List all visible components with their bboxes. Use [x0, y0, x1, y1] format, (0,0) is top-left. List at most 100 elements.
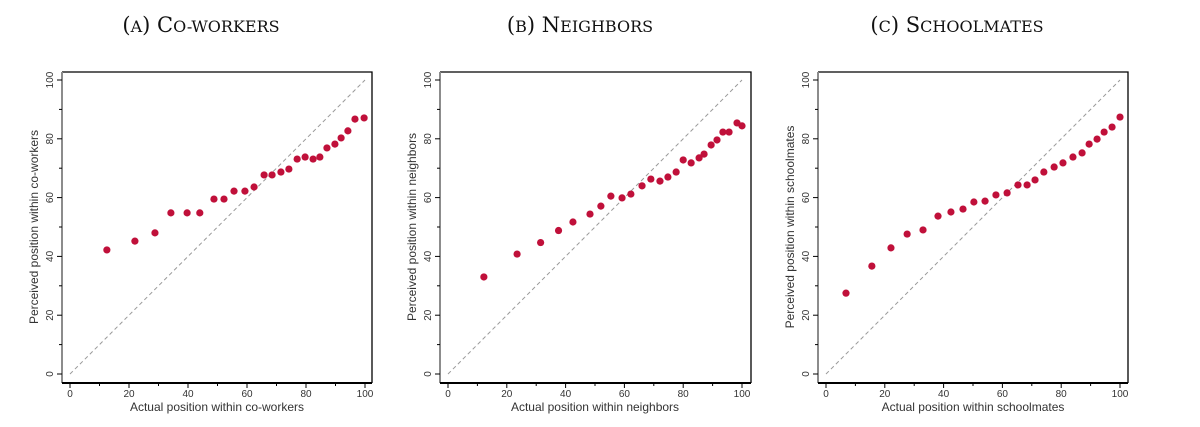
data-point	[981, 197, 989, 205]
panel-c-y-axis-label: Perceived position within schoolmates	[783, 126, 797, 329]
data-point	[903, 230, 911, 238]
data-point	[277, 168, 285, 176]
data-point	[323, 144, 331, 152]
data-point	[738, 122, 746, 130]
data-point	[183, 209, 191, 217]
data-point	[344, 127, 352, 135]
data-point	[687, 159, 695, 167]
data-point	[1078, 149, 1086, 157]
data-point	[285, 165, 293, 173]
diagonal-reference-line	[69, 79, 366, 375]
x-tick-label: 40	[182, 389, 194, 400]
data-point	[337, 134, 345, 142]
x-tick-label: 100	[357, 389, 374, 400]
panel-c-title: (C) SCHOOLMATES	[870, 13, 1043, 37]
data-point	[887, 244, 895, 252]
panel-b-y-axis-label: Perceived position within neighbors	[405, 133, 419, 321]
x-tick-label: 40	[938, 389, 950, 400]
data-point	[131, 237, 139, 245]
data-point	[230, 187, 238, 195]
data-point	[293, 155, 301, 163]
data-point	[250, 183, 258, 191]
data-point	[196, 209, 204, 217]
panel-b-label: (B)	[507, 13, 535, 37]
x-tick-label: 60	[241, 389, 253, 400]
data-point	[1100, 128, 1108, 136]
data-point	[316, 153, 324, 161]
panel-b: (B) NEIGHBORS 0 20 40 60 80 100 0 20 40 60 80 100 A…	[405, 13, 752, 414]
data-point	[672, 168, 680, 176]
x-tick-label: 80	[678, 389, 690, 400]
data-point	[151, 229, 159, 237]
data-point	[1069, 153, 1077, 161]
data-point	[1093, 135, 1101, 143]
y-tick-label: 20	[45, 309, 56, 321]
y-tick-label: 80	[801, 133, 812, 145]
data-point	[554, 226, 563, 235]
x-tick-label: 20	[123, 389, 135, 400]
data-point	[241, 187, 249, 195]
data-point	[947, 208, 955, 216]
x-tick-label: 60	[997, 389, 1009, 400]
x-tick-label: 0	[67, 389, 73, 400]
y-tick-label: 40	[801, 250, 812, 262]
data-point	[220, 195, 228, 203]
data-point	[695, 154, 703, 162]
y-tick-label: 60	[801, 192, 812, 204]
y-tick-label: 0	[801, 371, 812, 377]
panel-c-title-text: SCHOOLMATES	[906, 13, 1044, 37]
data-point	[679, 156, 687, 164]
data-point	[1050, 163, 1058, 171]
data-point	[1003, 189, 1011, 197]
x-tick-label: 100	[734, 389, 751, 400]
y-tick-label: 20	[801, 309, 812, 321]
data-point	[597, 202, 605, 210]
data-point	[260, 171, 268, 179]
x-tick-label: 100	[1112, 389, 1129, 400]
data-point	[713, 136, 721, 144]
x-tick-label: 40	[560, 389, 572, 400]
y-tick-label: 80	[423, 133, 434, 145]
data-point	[301, 153, 309, 161]
data-point	[210, 195, 218, 203]
data-point	[700, 150, 708, 158]
diagonal-reference-line	[447, 79, 743, 375]
x-tick-label: 80	[1056, 389, 1068, 400]
data-point	[707, 141, 715, 149]
y-tick-label: 100	[801, 71, 812, 88]
data-point	[1031, 176, 1039, 184]
y-tick-label: 80	[45, 133, 56, 145]
panel-a-y-axis-label: Perceived position within co-workers	[27, 130, 41, 324]
data-point	[1108, 123, 1116, 131]
data-point	[647, 175, 655, 183]
y-tick-label: 40	[423, 250, 434, 262]
data-point	[167, 209, 175, 217]
plot-frame	[440, 71, 752, 383]
plot-frame	[818, 71, 1129, 383]
y-tick-label: 0	[423, 371, 434, 377]
data-point	[725, 128, 733, 136]
y-tick-label: 60	[423, 192, 434, 204]
y-tick-label: 0	[45, 371, 56, 377]
data-point	[480, 273, 488, 281]
y-tick-label: 40	[45, 250, 56, 262]
data-point	[919, 226, 927, 234]
plot-frame	[62, 71, 373, 383]
data-point	[970, 198, 978, 206]
data-point	[1085, 140, 1093, 148]
data-point	[618, 194, 626, 202]
data-point	[664, 173, 672, 181]
y-tick-label: 100	[45, 71, 56, 88]
panel-a-label: (A)	[122, 13, 150, 37]
data-point	[868, 262, 876, 270]
x-tick-label: 20	[879, 389, 891, 400]
data-point	[268, 171, 276, 179]
data-point	[513, 250, 521, 258]
data-point	[992, 191, 1000, 199]
data-point	[934, 212, 942, 220]
data-point	[1040, 168, 1048, 176]
data-point	[1116, 113, 1124, 121]
data-point	[607, 192, 615, 200]
